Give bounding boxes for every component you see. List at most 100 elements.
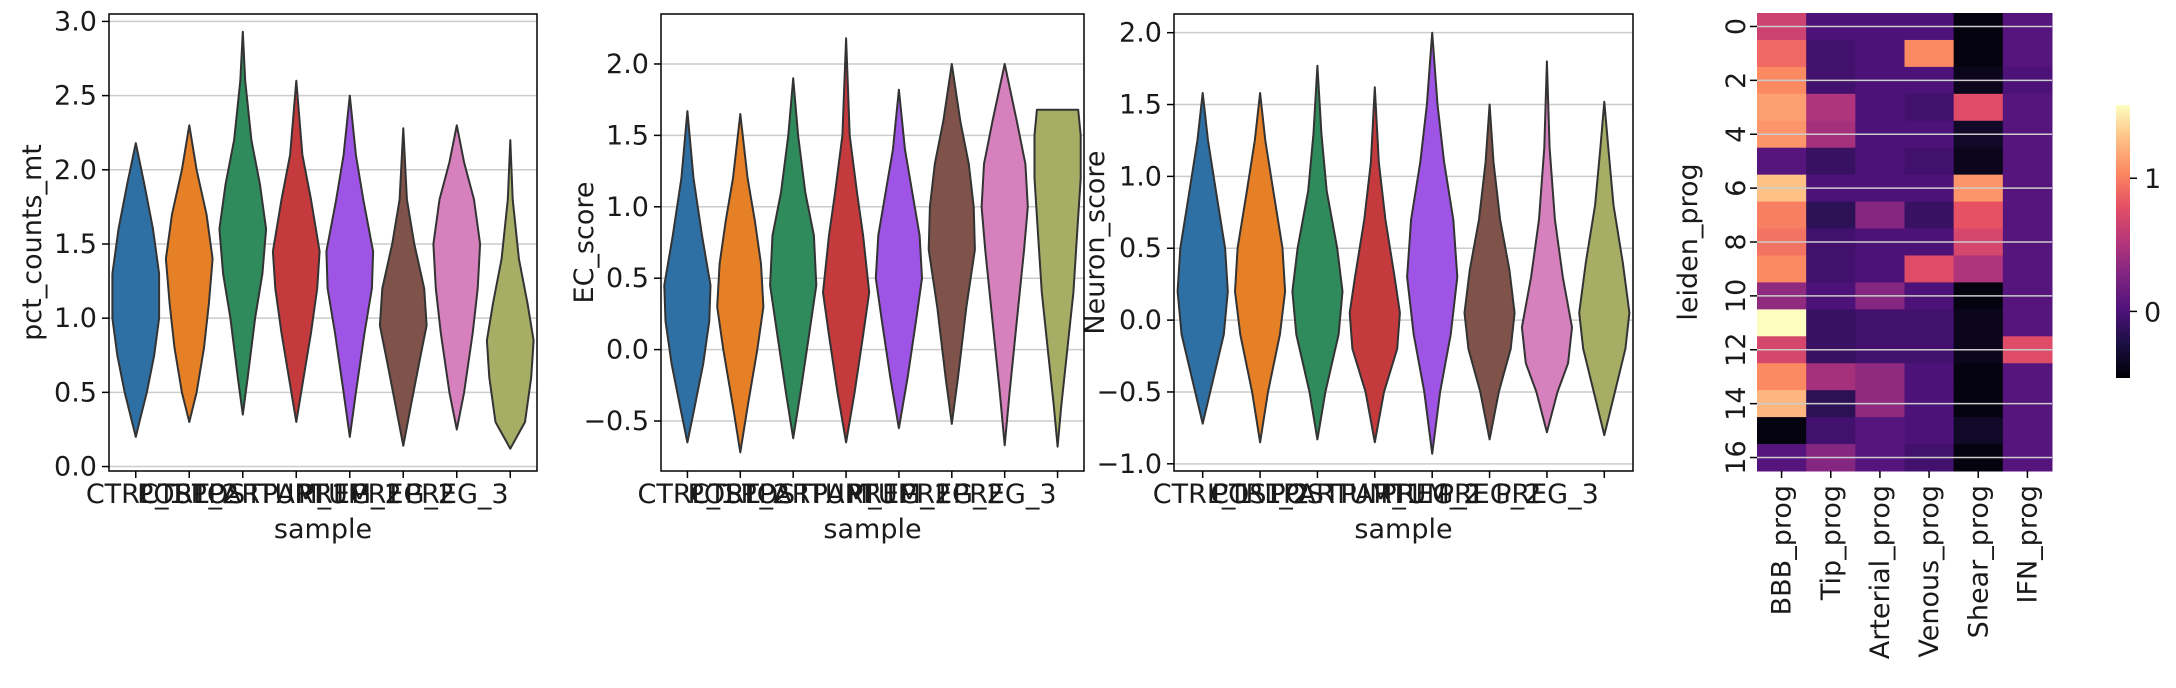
heatmap-row-label: 14 [1721,386,1752,420]
y-axis-label: pct_counts_mt [17,144,48,341]
heatmap-cell [1806,363,1856,391]
x-tick-label: PREG_3 [953,479,1057,510]
heatmap-cell [1904,417,1955,445]
y-tick-label: −0.5 [583,406,649,437]
y-tick-label: 1.5 [54,229,97,260]
heatmap-cell [1757,93,1807,122]
y-tick-label: 0.0 [54,452,97,483]
heatmap-cell [1855,363,1905,391]
heatmap-cell [1855,93,1905,122]
heatmap-cell [1855,255,1905,283]
heatmap-cell [1855,201,1905,230]
y-tick-label: 0.5 [54,377,97,408]
heatmap-row-label: 16 [1721,440,1752,474]
heatmap-cell [1953,93,2004,122]
heatmap-cell [2002,309,2053,337]
violin-8 [1578,100,1631,437]
heatmap-cell [2002,255,2053,283]
heatmap-cell [1855,417,1905,445]
chart-panels: 0.00.51.01.52.02.53.0CTRL_1CTRL_2POSTPAR… [17,6,2161,659]
heatmap-cell [2002,201,2053,230]
heatmap-cell [1806,93,1856,122]
heatmap-cell [1953,417,2004,445]
plot-frame [108,13,538,472]
violin-2 [164,124,214,423]
heatmap-row-label: 12 [1721,333,1752,367]
x-tick-label: PREG_2 [1438,479,1542,510]
x-tick-label: PREG_1 [847,479,951,510]
x-tick-label: PREG_3 [1495,479,1599,510]
heatmap-cell [1904,39,1955,68]
violin-6 [927,63,976,425]
violin-1 [1176,92,1229,425]
violin-5 [325,94,375,438]
heatmap-cell [1806,201,1856,230]
heatmap-cell [2002,417,2053,445]
x-tick-label: CTRL_1 [1153,479,1253,510]
y-tick-label: 1.5 [1119,90,1162,121]
heatmap-cell [1806,417,1856,445]
heatmap-cell [1757,147,1807,176]
heatmap-cell [1757,309,1807,337]
heatmap-column-label: Arterial_prog [1865,485,1896,659]
y-tick-label: 3.0 [54,6,97,37]
heatmap-cell [1904,93,1955,122]
x-tick-label: POSTPARTUM_2 [740,479,951,510]
heatmap-cell [1855,39,1905,68]
heatmap-cell [1757,201,1807,230]
y-axis-label: Neuron_score [1080,150,1111,334]
x-tick-label: PREG_1 [298,479,402,510]
y-tick-label: 2.5 [54,81,97,112]
y-tick-label: 0.5 [1119,233,1162,264]
heatmap-column-label: Tip_prog [1816,485,1847,601]
heatmap-cell [1855,147,1905,176]
heatmap-cell [1953,255,2004,283]
x-tick-label: CTRL_2 [139,479,239,510]
y-tick-label: 1.0 [54,303,97,334]
violin-2 [716,113,765,454]
x-tick-label: POSTPARTUM_2 [191,479,402,510]
violin-5 [874,88,923,430]
violin-panel-2: −0.5 0.0 0.5 1.0 1.5 2.0 CTRL_1CTRL_2POSTPARTU… [569,13,1085,545]
heatmap-cell [1806,255,1856,283]
y-tick-label: 2.0 [1119,18,1162,49]
y-tick-label: 0.5 [606,263,649,294]
colorbar-tick-label: 1 [2144,164,2161,195]
heatmap-panel: 0 2 4 6 8 10 12 14 16 BBB_prog Tip_prog Arterial_pr… [1673,13,2053,659]
heatmap-cell [1855,309,1905,337]
x-tick-label: PREG_2 [900,479,1004,510]
violin-4 [271,79,321,423]
x-tick-label: POSTPARTUM_1 [1212,479,1423,510]
heatmap-cell [1806,309,1856,337]
violin-3 [1291,64,1344,441]
y-tick-label: 1.5 [606,120,649,151]
heatmap-cell [1904,309,1955,337]
heatmap-row-label: 6 [1721,180,1752,197]
heatmap-row-label: 10 [1721,279,1752,313]
heatmap-cell [1757,417,1807,445]
y-tick-label: 2.0 [606,49,649,80]
heatmap-row-label: 2 [1721,72,1752,89]
heatmap-y-axis-label: leiden_prog [1673,163,1704,320]
heatmap-column-label: Shear_prog [1963,485,1994,638]
plot-frame [1173,13,1634,472]
heatmap-row-label: 4 [1721,126,1752,143]
heatmap-cell [1904,147,1955,176]
violin-7 [432,124,482,431]
violin-1 [663,110,712,444]
colorbar-bar [2116,105,2130,378]
violin-1 [111,142,161,438]
violin-6 [378,127,428,447]
violin-8 [1033,108,1082,448]
x-tick-label: CTRL_1 [638,479,738,510]
violin-7 [1520,60,1573,434]
heatmap-row-label: 8 [1721,233,1752,250]
heatmap-cell [1953,309,2004,337]
heatmap-cell [2002,39,2053,68]
y-tick-label: 2.0 [54,155,97,186]
y-tick-label: 0.0 [1119,305,1162,336]
heatmap-cell [1904,255,1955,283]
violin-7 [980,63,1029,447]
violin-4 [822,37,871,444]
x-tick-label: CTRL_2 [1210,479,1310,510]
